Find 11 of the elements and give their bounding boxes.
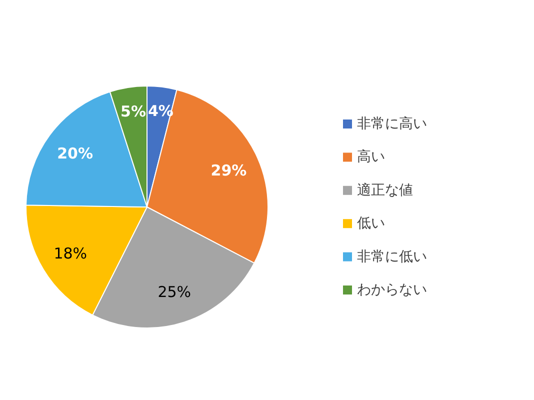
legend-label: 低い [357,216,385,232]
legend-label: 非常に高い [357,116,427,132]
legend-label: 適正な値 [357,182,413,198]
legend-label: 高い [357,149,385,166]
data-label: 20% [57,144,94,163]
legend-label: わからない [357,282,427,298]
data-label: 29% [210,161,247,180]
data-label: 5% [120,102,146,120]
data-label: 25% [158,283,192,302]
legend-label: 非常に低い [357,248,427,265]
data-label: 18% [54,244,88,262]
